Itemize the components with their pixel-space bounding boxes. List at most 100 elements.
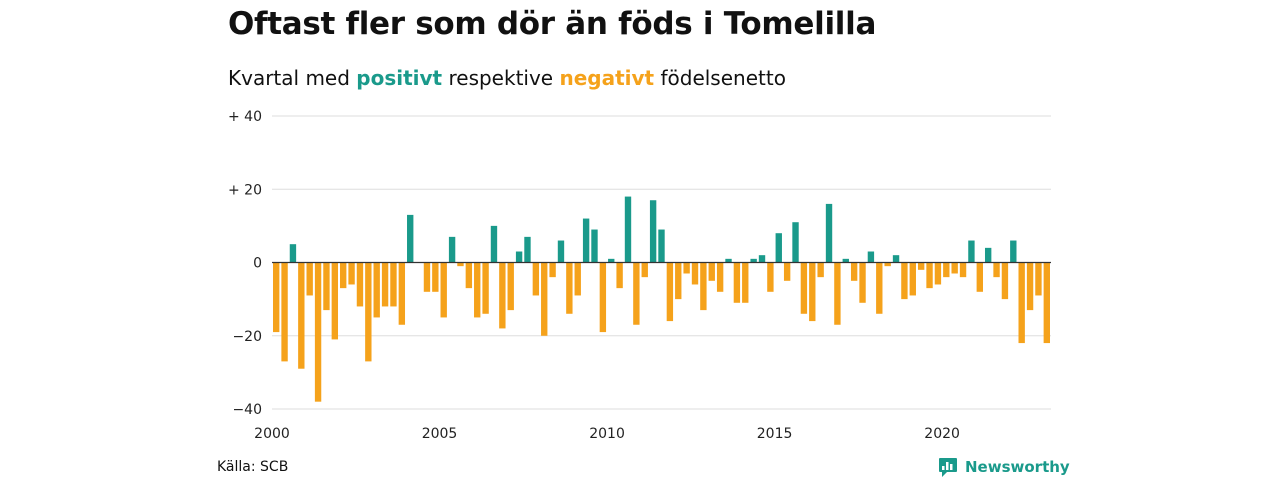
y-tick-label: + 20 — [228, 182, 262, 198]
bar — [834, 262, 841, 325]
newsworthy-chart-icon — [939, 458, 957, 477]
bar — [314, 262, 322, 402]
x-tick-label: 2010 — [589, 426, 625, 442]
x-tick-label: 2000 — [254, 426, 290, 442]
bar — [792, 222, 799, 263]
y-tick-label: 0 — [253, 256, 262, 272]
bar — [658, 229, 665, 263]
bar — [767, 262, 774, 292]
bar — [884, 262, 891, 267]
bar — [532, 262, 540, 296]
bar — [398, 262, 406, 325]
x-tick-label: 2020 — [924, 426, 960, 442]
bar — [633, 262, 640, 325]
bar — [465, 262, 473, 289]
bar — [448, 236, 456, 263]
subtitle-suffix: födelsenetto — [654, 66, 786, 90]
bar — [850, 262, 858, 281]
bar — [1018, 262, 1025, 344]
bar — [306, 262, 313, 296]
bar — [1043, 262, 1050, 344]
bar — [993, 262, 1000, 278]
bar — [909, 262, 916, 296]
newsworthy-logo: Newsworthy — [937, 456, 1070, 478]
bar — [566, 262, 573, 314]
bar — [599, 262, 607, 333]
x-tick-label: 2015 — [757, 426, 793, 442]
bar — [1035, 262, 1042, 296]
bar — [725, 258, 732, 263]
bar — [407, 214, 414, 263]
bar — [859, 262, 866, 303]
bar — [423, 262, 431, 292]
bar — [809, 262, 816, 322]
bar — [750, 258, 757, 263]
bar — [867, 251, 875, 263]
bar — [331, 262, 339, 340]
bar — [624, 196, 632, 263]
bar — [289, 244, 297, 263]
bar — [926, 262, 933, 289]
y-tick-label: + 40 — [228, 109, 262, 125]
y-tick-label: −40 — [232, 402, 262, 418]
bar — [968, 240, 975, 263]
bar — [348, 262, 355, 285]
bar — [825, 203, 833, 263]
bar — [365, 262, 372, 362]
bar — [917, 262, 925, 270]
bar — [675, 262, 682, 300]
bar — [976, 262, 983, 292]
bar — [541, 262, 548, 336]
bar — [716, 262, 724, 292]
bar — [775, 233, 782, 263]
bar — [323, 262, 330, 311]
bar — [742, 262, 749, 303]
chart-subtitle: Kvartal med positivt respektive negativt… — [228, 66, 786, 90]
bar — [700, 262, 707, 311]
subtitle-negative: negativt — [559, 66, 655, 90]
subtitle-positive: positivt — [356, 66, 443, 90]
bar — [482, 262, 489, 314]
y-tick-label: −20 — [232, 329, 262, 345]
bar — [1001, 262, 1009, 300]
bar — [457, 262, 464, 267]
bar — [943, 262, 950, 278]
bar — [683, 262, 690, 274]
bar — [691, 262, 699, 285]
bar — [524, 236, 531, 263]
bar — [800, 262, 808, 314]
bar — [951, 262, 958, 274]
bar — [608, 258, 615, 263]
bar — [557, 240, 565, 263]
bar — [1010, 240, 1017, 263]
bar — [901, 262, 908, 300]
bar — [666, 262, 674, 322]
bar — [876, 262, 883, 314]
bar — [616, 262, 623, 289]
bar — [373, 262, 380, 318]
bar — [507, 262, 514, 311]
bar — [892, 255, 900, 263]
bar — [440, 262, 447, 318]
bar — [273, 262, 280, 333]
bar — [356, 262, 364, 307]
bar — [281, 262, 288, 362]
bar — [340, 262, 347, 289]
bar — [758, 255, 766, 263]
bar — [549, 262, 556, 278]
bar — [574, 262, 581, 296]
bar — [381, 262, 389, 307]
subtitle-prefix: Kvartal med — [228, 66, 357, 90]
source-note: Källa: SCB — [217, 459, 289, 475]
bar — [934, 262, 942, 285]
bar — [984, 247, 992, 263]
bar — [842, 258, 849, 263]
subtitle-middle: respektive — [442, 66, 560, 90]
bar — [591, 229, 598, 263]
logo-text: Newsworthy — [965, 458, 1070, 476]
bar — [390, 262, 397, 307]
bar — [649, 200, 657, 263]
bar — [474, 262, 481, 318]
x-tick-label: 2005 — [422, 426, 458, 442]
bar — [582, 218, 590, 263]
